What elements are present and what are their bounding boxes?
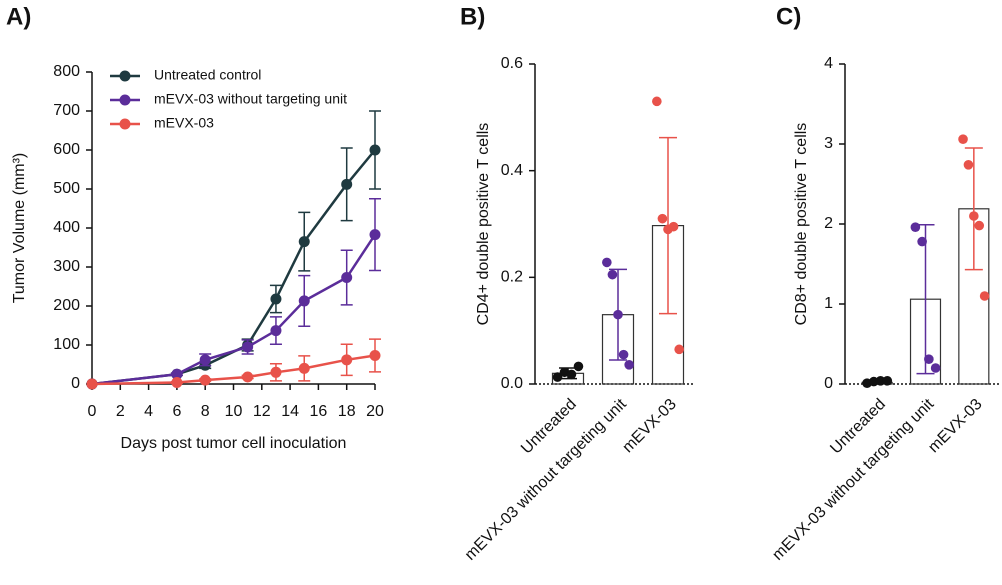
y-tick-label: 1 [824, 295, 833, 312]
legend-marker [119, 118, 131, 130]
y-tick-label: 3 [824, 135, 833, 152]
data-point [199, 374, 211, 386]
x-tick-label: 20 [366, 403, 384, 420]
y-axis-label: CD8+ double positive T cells [793, 123, 810, 326]
x-tick-label: 14 [281, 403, 299, 420]
y-tick-label: 600 [53, 141, 80, 158]
legend-label: Untreated control [154, 67, 261, 83]
data-point [298, 362, 310, 374]
data-point [607, 269, 618, 280]
x-tick-label: 4 [144, 403, 153, 420]
data-point [566, 369, 577, 380]
y-tick-label: 800 [53, 63, 80, 80]
data-point [369, 350, 381, 362]
data-point [552, 372, 563, 382]
x-tick-label: 16 [310, 403, 328, 420]
data-point [882, 376, 893, 386]
data-point [270, 293, 282, 305]
y-tick-label: 0 [824, 375, 833, 392]
y-tick-label: 2 [824, 215, 833, 232]
data-point [341, 178, 353, 190]
data-point [969, 211, 979, 221]
data-point [86, 378, 98, 390]
data-point [979, 291, 990, 301]
x-axis-label: Days post tumor cell inoculation [121, 435, 347, 452]
y-tick-label: 0.2 [501, 269, 523, 286]
data-point [674, 344, 684, 355]
data-point [171, 376, 183, 388]
x-tick-label: 12 [253, 403, 271, 420]
data-point [924, 354, 934, 365]
data-point [298, 236, 310, 248]
data-point [618, 349, 629, 360]
error-bar [964, 147, 983, 271]
data-point [199, 354, 211, 366]
y-tick-label: 0 [71, 375, 80, 392]
legend-marker [119, 94, 131, 106]
y-tick-label: 0.0 [501, 375, 523, 392]
legend-label: mEVX-03 [154, 115, 214, 131]
panel-label: C) [776, 3, 801, 30]
y-tick-label: 0.6 [501, 55, 523, 72]
data-point [171, 368, 183, 380]
data-point [369, 229, 381, 241]
data-point [930, 363, 941, 373]
y-tick-label: 300 [53, 258, 80, 275]
data-point [369, 144, 381, 156]
x-tick-label: 6 [172, 403, 181, 420]
data-point [624, 360, 634, 370]
y-tick-label: 500 [53, 180, 80, 197]
data-point [668, 221, 679, 232]
data-point [958, 134, 968, 144]
y-tick-label: 0.4 [501, 162, 523, 179]
x-tick-label: 0 [88, 403, 97, 420]
data-point [573, 361, 584, 372]
data-point [270, 325, 282, 337]
data-point [298, 295, 310, 307]
data-point [974, 220, 985, 231]
data-point [613, 309, 623, 320]
data-point [242, 341, 254, 353]
data-point [875, 376, 886, 386]
y-tick-label: 200 [53, 297, 80, 314]
x-tick-label: mEVX-03 [619, 396, 680, 457]
y-tick-label: 4 [824, 55, 833, 72]
panel-label: B) [460, 3, 485, 30]
data-point [963, 160, 974, 170]
y-tick-label: 700 [53, 102, 80, 119]
data-point [270, 366, 282, 378]
panel-label: A) [6, 3, 31, 30]
x-tick-label: 10 [225, 403, 243, 420]
data-point [242, 371, 254, 383]
data-point [917, 236, 927, 247]
data-point [602, 257, 612, 268]
data-point [657, 213, 668, 224]
series-line [91, 149, 376, 386]
data-point [341, 272, 353, 284]
data-point [341, 354, 353, 366]
legend-marker [119, 70, 131, 82]
x-tick-label: 2 [116, 403, 125, 420]
x-tick-label: 8 [201, 403, 210, 420]
y-tick-label: 100 [53, 336, 80, 353]
y-axis-label: Tumor Volume (mm³) [11, 153, 28, 304]
x-tick-label: 18 [338, 403, 356, 420]
legend-label: mEVX-03 without targeting unit [154, 91, 347, 107]
data-point [652, 96, 662, 107]
data-point [910, 222, 921, 232]
y-tick-label: 400 [53, 219, 80, 236]
y-axis-label: CD4+ double positive T cells [475, 123, 492, 326]
